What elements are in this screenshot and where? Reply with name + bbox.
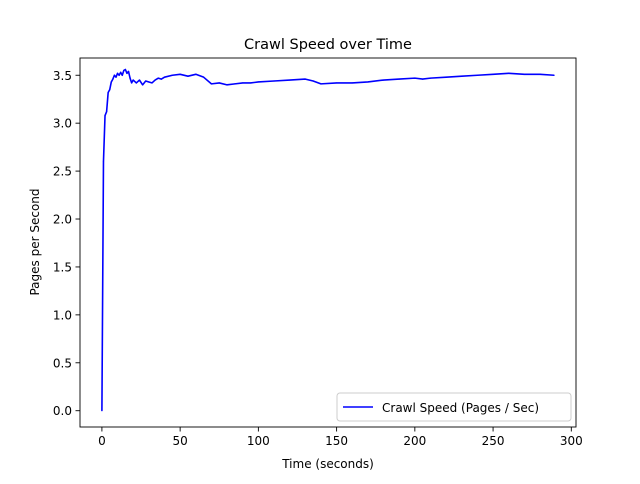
data-point	[102, 160, 105, 163]
data-point	[157, 77, 159, 79]
y-axis-label: Pages per Second	[28, 188, 42, 295]
series-data-points	[101, 68, 555, 412]
data-point	[242, 82, 244, 84]
plot-area-frame	[79, 57, 577, 428]
data-point	[138, 79, 141, 81]
data-point	[113, 74, 116, 76]
x-tick-label: 50	[172, 434, 187, 448]
data-point	[218, 82, 220, 84]
data-point	[195, 73, 197, 75]
data-point	[234, 83, 236, 85]
data-point	[523, 73, 525, 75]
data-point	[145, 80, 147, 82]
data-point	[154, 79, 156, 81]
data-point	[109, 89, 111, 91]
data-point	[351, 82, 353, 84]
data-point	[312, 80, 314, 82]
data-point	[414, 77, 416, 79]
data-point	[336, 82, 338, 84]
data-point	[116, 72, 119, 74]
data-point	[101, 410, 103, 412]
data-point	[129, 77, 131, 79]
y-tick-label: 0.0	[53, 404, 72, 418]
data-point	[398, 78, 400, 80]
x-axis-label: Time (seconds)	[281, 457, 374, 471]
data-point	[273, 80, 275, 82]
crawl-speed-series-line	[101, 68, 555, 411]
data-point	[120, 71, 122, 73]
data-point	[289, 79, 291, 81]
data-point	[553, 74, 555, 76]
data-point	[171, 74, 173, 76]
data-point	[492, 73, 494, 75]
legend: Crawl Speed (Pages / Sec)	[336, 392, 572, 422]
data-point	[104, 114, 106, 117]
y-tick-label: 2.0	[53, 213, 72, 227]
data-point	[160, 78, 162, 80]
data-point	[115, 76, 117, 78]
legend-box	[336, 392, 572, 422]
data-point	[367, 81, 369, 83]
data-point	[123, 69, 125, 72]
data-point	[539, 73, 541, 75]
data-point	[132, 79, 134, 81]
data-point	[163, 76, 166, 78]
chart-title: Crawl Speed over Time	[244, 37, 412, 53]
x-tick-label: 300	[560, 434, 583, 448]
data-point	[110, 81, 112, 83]
data-point	[203, 76, 205, 78]
data-point	[121, 74, 123, 76]
data-point	[476, 74, 479, 76]
legend-entry-label: Crawl Speed (Pages / Sec)	[382, 401, 539, 415]
data-point	[226, 84, 228, 86]
data-point	[187, 75, 189, 77]
y-tick-label: 1.5	[53, 260, 72, 274]
y-tick-label: 2.5	[53, 165, 72, 179]
data-point	[106, 111, 108, 113]
data-point	[461, 75, 463, 77]
y-axis-ticks: 0.0 0.5 1.0 1.5 2.0 2.5 3.0 3.5	[53, 69, 80, 418]
y-tick-label: 3.5	[53, 69, 72, 83]
data-point	[124, 68, 126, 71]
x-tick-label: 150	[325, 434, 348, 448]
data-point	[141, 84, 144, 86]
y-tick-label: 3.0	[53, 117, 72, 131]
data-point	[179, 73, 181, 75]
data-point	[127, 70, 130, 73]
y-tick-label: 0.5	[53, 356, 72, 370]
data-point	[304, 78, 306, 80]
x-axis-ticks: 0 50 100 150 200 250 300	[98, 427, 583, 448]
data-point	[210, 83, 213, 85]
data-point	[422, 78, 424, 80]
data-point	[112, 78, 114, 80]
x-tick-label: 100	[247, 434, 270, 448]
data-point	[249, 82, 252, 84]
data-point	[320, 83, 322, 85]
data-point	[148, 81, 150, 83]
data-point	[382, 79, 385, 81]
data-point	[107, 91, 109, 94]
data-point	[429, 77, 432, 79]
data-point	[135, 82, 137, 84]
data-point	[118, 74, 120, 76]
data-point	[257, 81, 259, 83]
data-point	[508, 72, 510, 74]
data-point	[445, 76, 447, 78]
data-point	[126, 72, 128, 74]
y-tick-label: 1.0	[53, 308, 72, 322]
data-point	[131, 82, 133, 84]
x-tick-label: 250	[482, 434, 505, 448]
data-point	[151, 82, 153, 84]
x-tick-label: 0	[98, 434, 106, 448]
x-tick-label: 200	[403, 434, 426, 448]
